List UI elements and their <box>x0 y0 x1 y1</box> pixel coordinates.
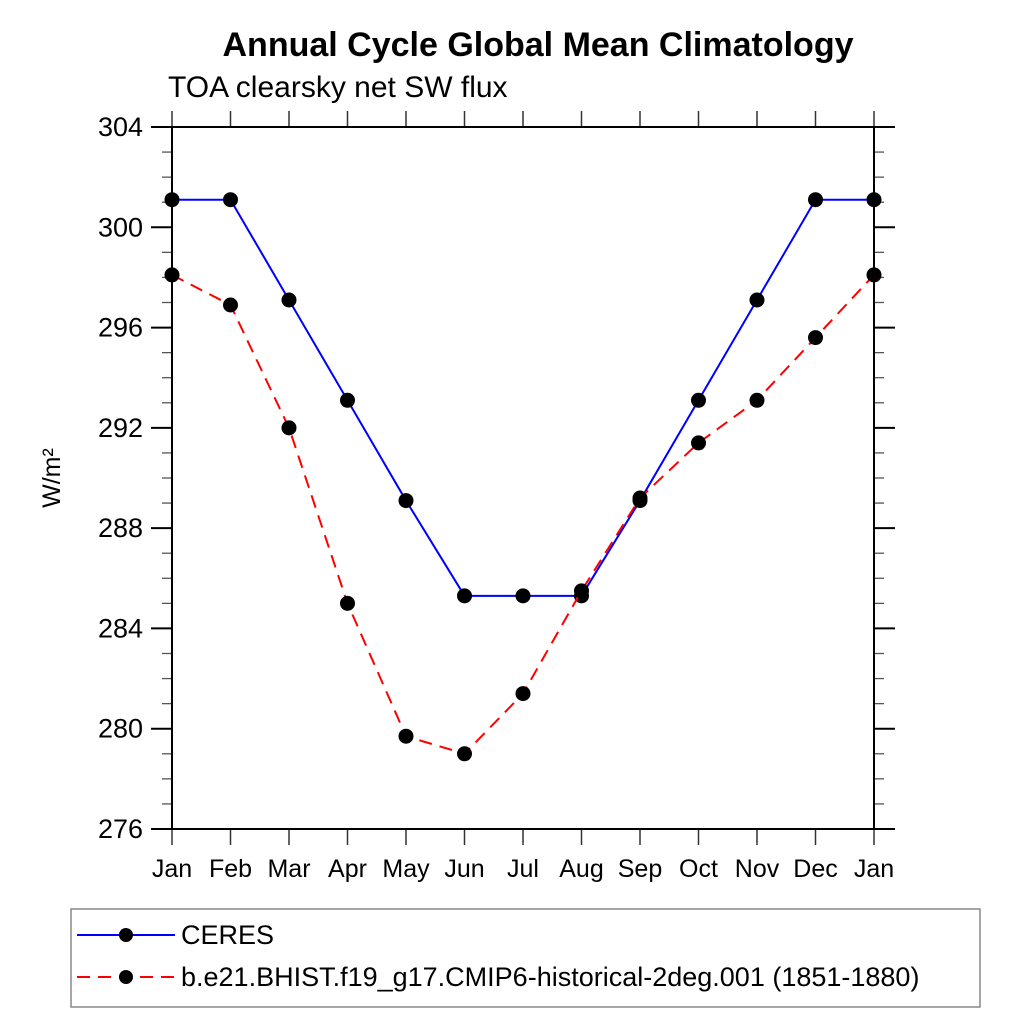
x-tick-label: Jul <box>507 855 539 883</box>
x-tick-label: Jan <box>152 855 192 883</box>
chart-subtitle: TOA clearsky net SW flux <box>168 71 508 104</box>
y-tick-label: 300 <box>98 212 143 242</box>
series-line-0 <box>172 198 874 597</box>
y-tick-label: 304 <box>98 112 143 142</box>
y-tick-label: 276 <box>98 814 143 844</box>
data-point-marker <box>398 728 414 744</box>
y-tick-label: 280 <box>98 714 143 744</box>
legend-entry-model: b.e21.BHIST.f19_g17.CMIP6-historical-2de… <box>77 962 919 992</box>
data-point-marker <box>691 435 706 451</box>
data-series <box>164 192 882 762</box>
x-tick-label: Oct <box>679 855 718 883</box>
x-tick-label: Mar <box>267 855 310 883</box>
data-point-marker <box>457 588 472 604</box>
y-tick-label: 284 <box>98 613 143 643</box>
data-point-marker <box>691 392 706 408</box>
x-tick-label: May <box>382 855 430 883</box>
legend-label-ceres: CERES <box>181 920 274 950</box>
x-tick-label: Sep <box>618 855 662 883</box>
data-point-marker <box>574 583 589 599</box>
legend-marker-icon <box>119 970 133 984</box>
chart-title: Annual Cycle Global Mean Climatology <box>223 26 854 64</box>
y-tick-label: 292 <box>98 413 143 443</box>
data-point-marker <box>515 588 531 604</box>
y-tick-label: 288 <box>98 513 143 543</box>
data-point-marker <box>340 595 355 611</box>
data-point-marker <box>281 292 297 308</box>
data-point-marker <box>749 392 765 408</box>
data-point-marker <box>457 746 472 762</box>
x-tick-label: Feb <box>209 855 252 883</box>
data-point-marker <box>340 392 355 408</box>
x-tick-label: Jun <box>444 855 484 883</box>
x-tick-label: Jan <box>854 855 894 883</box>
legend-entry-ceres: CERES <box>77 920 274 950</box>
x-tick-label: Dec <box>793 855 837 883</box>
data-point-marker <box>223 192 238 208</box>
y-axis-label: W/m² <box>38 448 66 508</box>
data-point-marker <box>808 192 823 208</box>
legend-border <box>70 908 981 1008</box>
x-tick-label: Aug <box>559 855 603 883</box>
data-point-marker <box>515 686 531 702</box>
data-point-marker <box>281 420 297 436</box>
x-tick-label: Nov <box>735 855 780 883</box>
data-point-marker <box>632 490 648 506</box>
series-line-1 <box>171 274 875 755</box>
axes: 276 280 284 288 292 296 300 304 Jan Feb Mar Apr May J… <box>98 111 895 883</box>
plot-frame <box>171 126 875 830</box>
x-tick-label: Apr <box>328 855 367 883</box>
data-point-marker <box>808 330 823 346</box>
data-point-marker <box>223 297 238 313</box>
legend-marker-icon <box>119 928 133 942</box>
legend-label-model: b.e21.BHIST.f19_g17.CMIP6-historical-2de… <box>181 962 919 992</box>
data-point-marker <box>749 292 765 308</box>
legend-box: CERES b.e21.BHIST.f19_g17.CMIP6-historic… <box>70 908 981 1008</box>
y-tick-label: 296 <box>98 313 143 343</box>
data-point-marker <box>398 493 414 509</box>
